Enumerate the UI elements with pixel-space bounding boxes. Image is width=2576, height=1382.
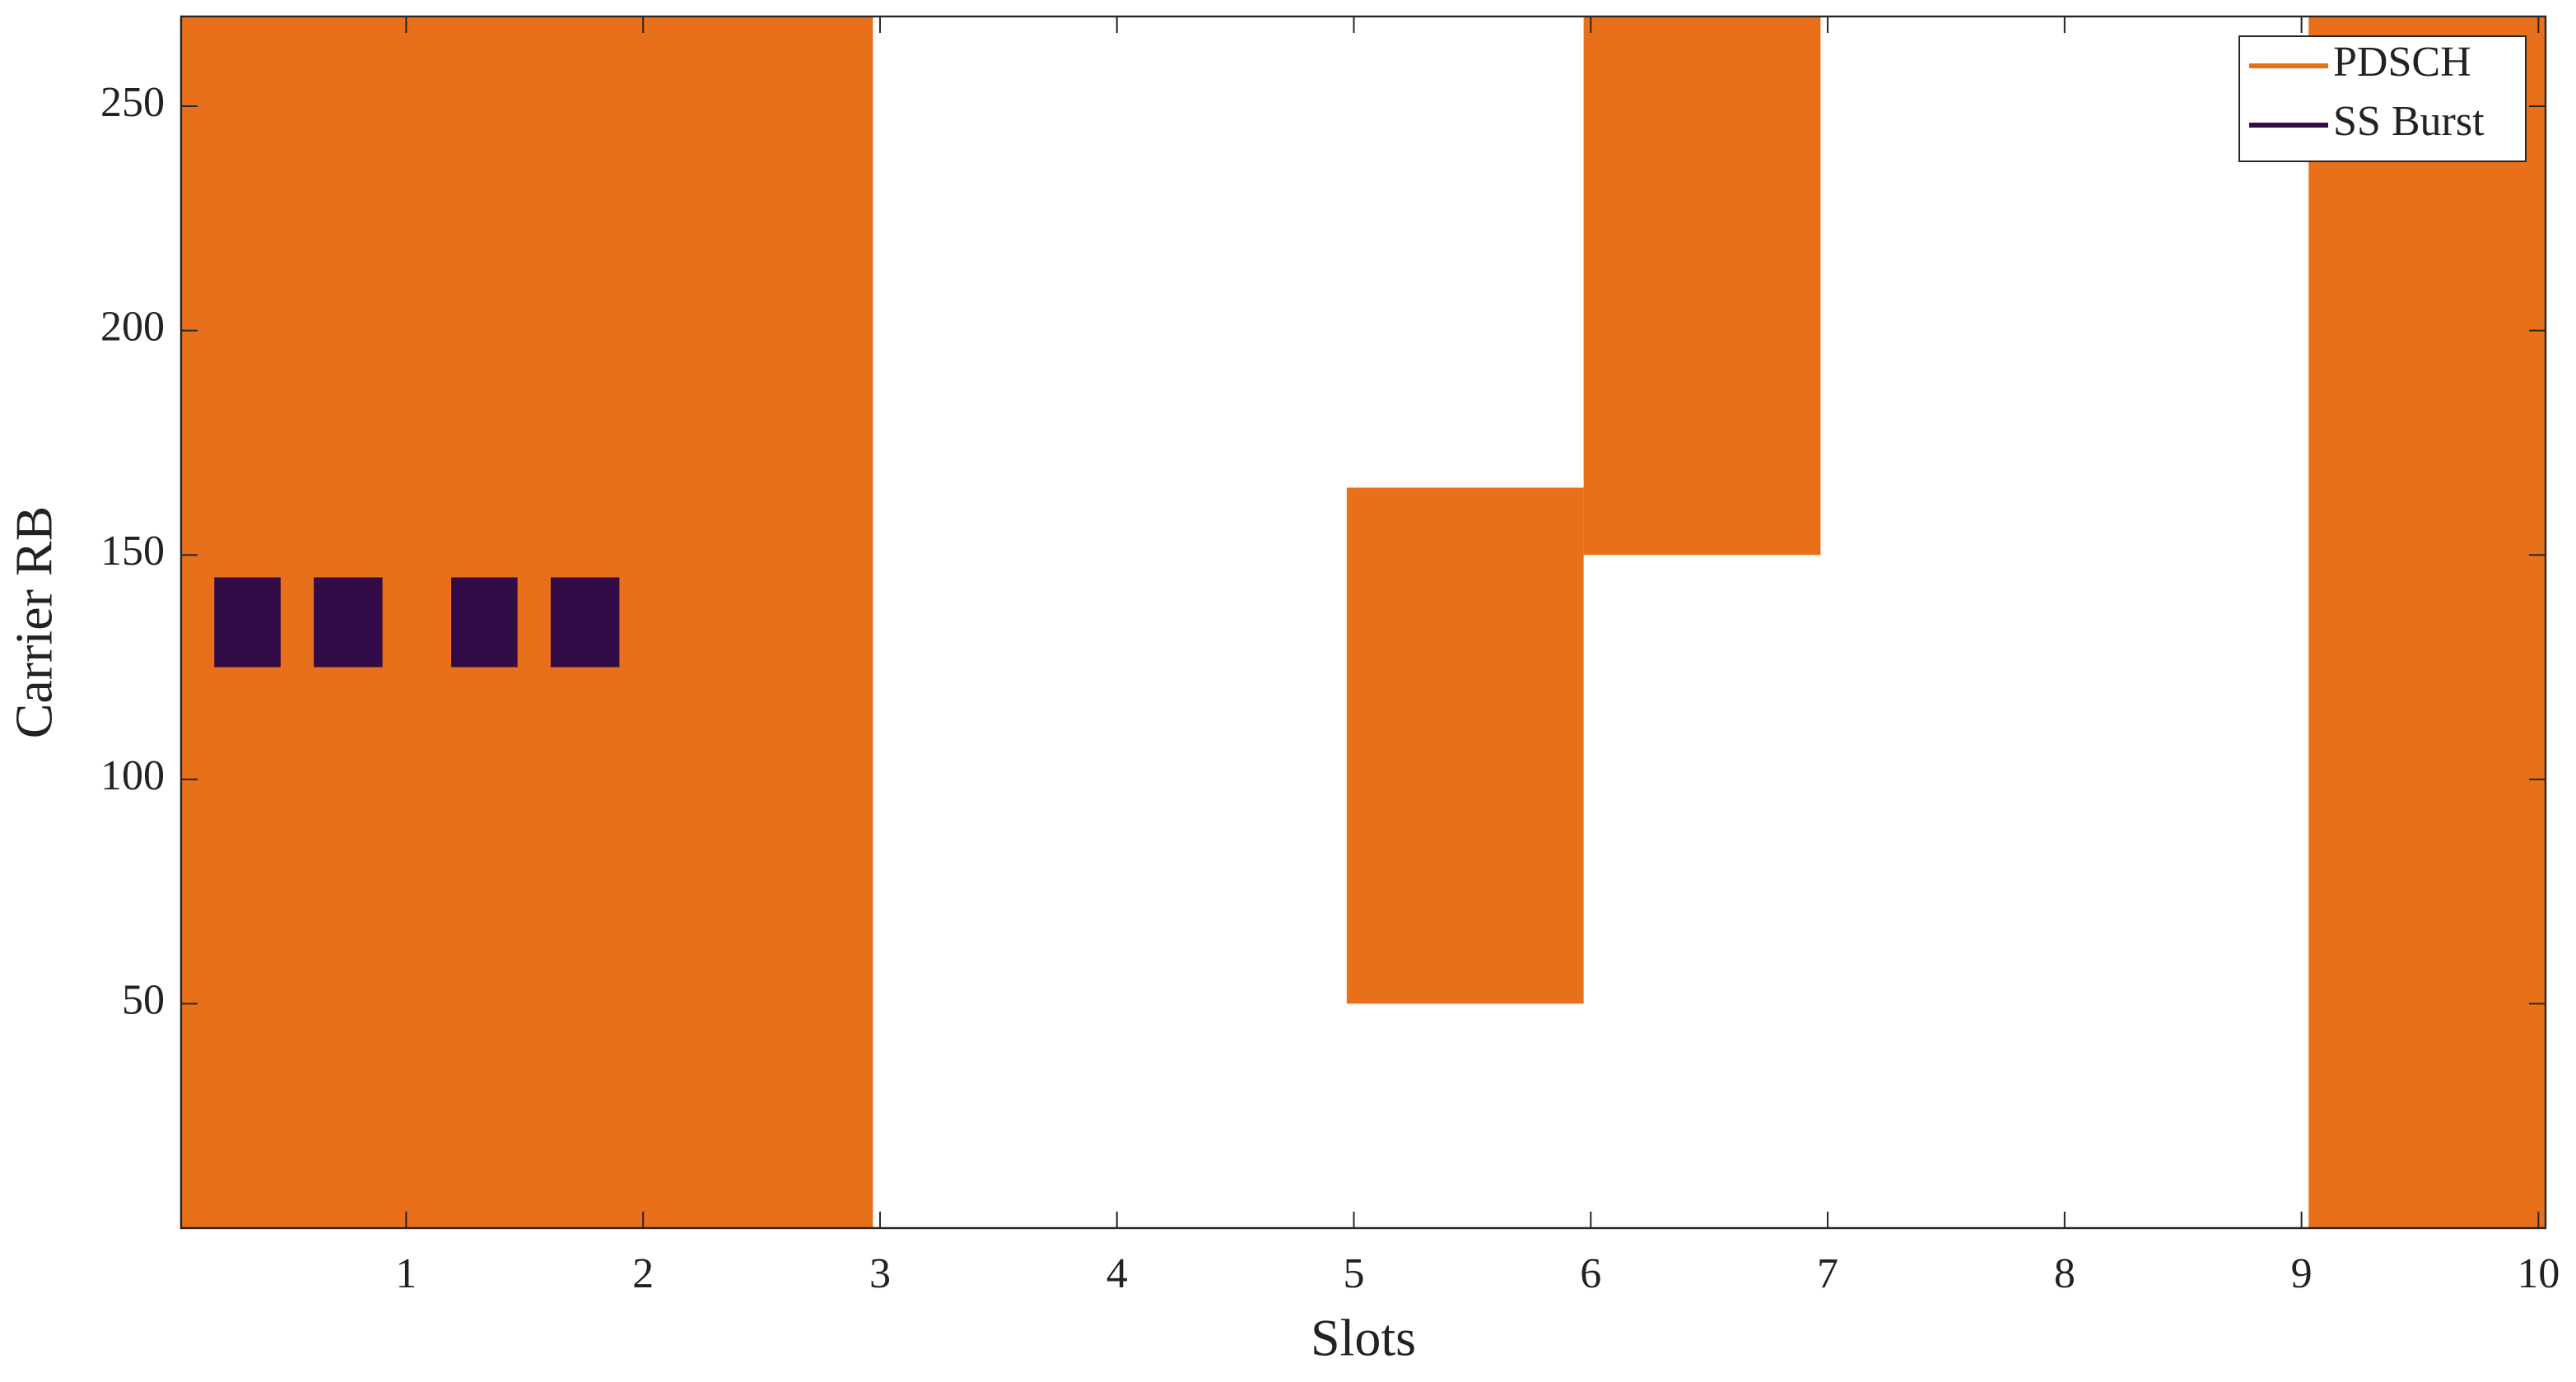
y-tick-label: 50	[122, 976, 165, 1023]
block	[1346, 487, 1584, 1004]
block	[1583, 16, 1821, 556]
axes-box	[179, 15, 2547, 1230]
x-tick-label: 2	[632, 1250, 654, 1297]
y-axis-label: Carrier RB	[5, 506, 63, 739]
x-tick-label: 3	[869, 1250, 891, 1297]
block	[181, 16, 873, 1228]
x-tick-label: 9	[2291, 1250, 2313, 1297]
x-tick-label: 1	[395, 1250, 417, 1297]
legend-label: PDSCH	[2333, 39, 2471, 86]
legend-box	[2238, 35, 2527, 162]
x-tick-label: 10	[2517, 1250, 2560, 1297]
y-tick-label: 200	[100, 304, 165, 351]
block	[550, 577, 620, 668]
x-tick-label: 7	[1817, 1250, 1838, 1297]
block	[2308, 16, 2546, 1228]
x-tick-label: 8	[2054, 1250, 2075, 1297]
block	[314, 577, 383, 668]
y-tick-label: 100	[100, 752, 165, 799]
x-tick-label: 4	[1106, 1250, 1128, 1297]
x-tick-label: 6	[1580, 1250, 1601, 1297]
x-tick-label: 5	[1343, 1250, 1364, 1297]
block	[214, 577, 281, 668]
x-axis-label: Slots	[1311, 1309, 1416, 1367]
block	[451, 577, 518, 668]
y-tick-label: 150	[100, 528, 165, 575]
legend-label: SS Burst	[2333, 98, 2485, 145]
y-tick-label: 250	[100, 79, 165, 126]
